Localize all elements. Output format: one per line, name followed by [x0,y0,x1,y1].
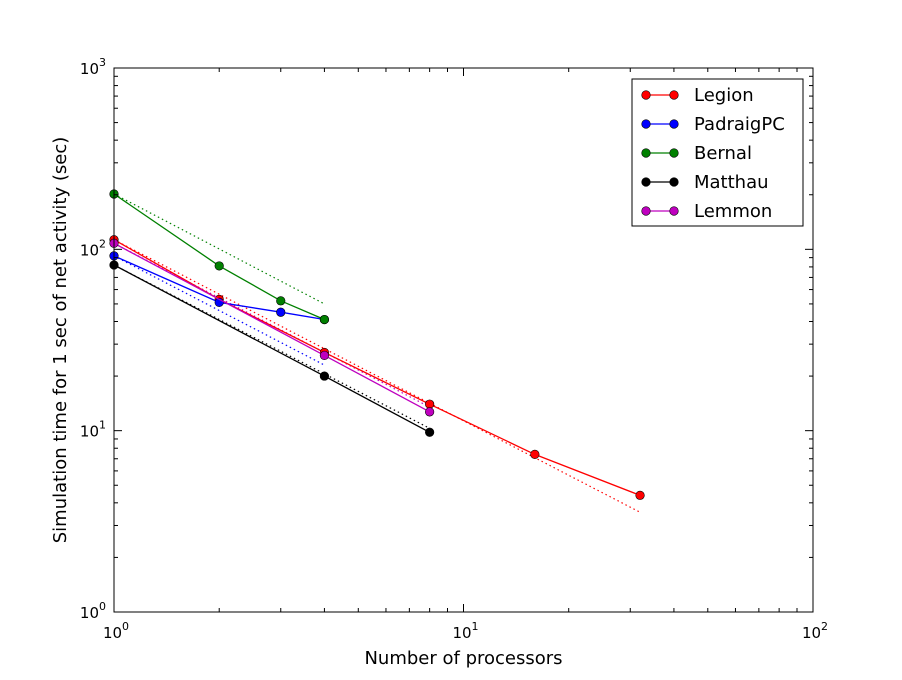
legend-marker [669,119,679,129]
legend-item: Legion [641,85,754,106]
data-point [530,449,540,459]
legend-item: Lemmon [641,201,772,222]
legend-marker [669,177,679,187]
data-point [319,350,330,361]
legend-marker [641,148,651,158]
data-point [425,427,435,437]
y-tick-label: 102 [80,237,106,259]
legend-label: PadraigPC [694,114,785,135]
legend-marker [669,148,679,158]
legend-label: Bernal [694,143,752,164]
series-3 [109,260,435,437]
legend-item: Bernal [641,143,752,164]
data-point [276,296,286,306]
data-point [425,399,435,409]
y-tick-label: 103 [80,56,106,78]
series-line-2 [113,193,325,321]
x-tick-label: 101 [452,620,478,642]
legend-label: Legion [694,85,754,106]
x-tick-label: 102 [802,620,828,642]
data-point [635,490,645,500]
data-point [319,371,330,381]
axis-tick-labels: 100 101 102 100 101 102 103 [80,56,828,642]
ideal-line-4 [113,242,430,408]
y-axis-label: Simulation time for 1 sec of net activit… [50,137,71,544]
legend-label: Lemmon [694,201,772,222]
legend-item: Matthau [641,172,769,193]
legend-marker [641,177,651,187]
legend: Legion PadraigPC Bernal Matthau Lemmon [631,78,804,227]
series-2 [109,189,330,325]
y-tick-label: 100 [80,600,106,622]
legend-marker [641,206,651,216]
x-tick-label: 100 [103,620,129,642]
data-point [319,314,330,325]
legend-label: Matthau [694,172,769,193]
axis-ticks [113,67,814,613]
legend-item: PadraigPC [641,114,785,135]
y-tick-label: 101 [80,419,106,441]
legend-marker [669,206,679,216]
series-line-1 [113,255,325,321]
data-point [276,307,286,317]
legend-marker [641,119,651,129]
data-series [109,189,645,500]
legend-marker [641,90,651,100]
data-point [425,407,435,417]
legend-marker [669,90,679,100]
data-point [214,261,224,271]
x-axis-label: Number of processors [364,648,562,669]
